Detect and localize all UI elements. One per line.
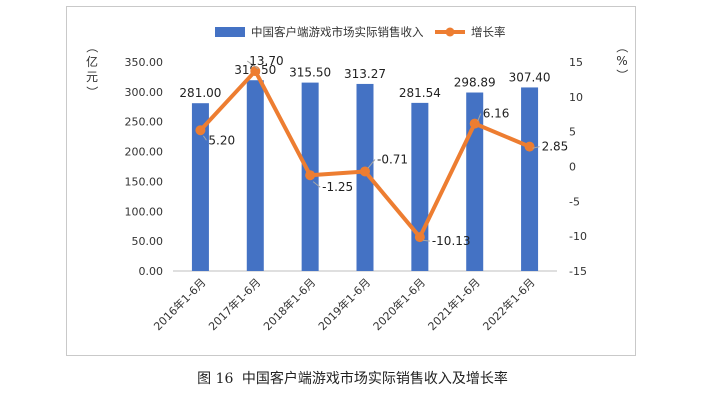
bar xyxy=(191,103,209,272)
left-axis-label-char: ） xyxy=(85,86,99,98)
left-tick-label: 250.00 xyxy=(125,116,164,129)
growth-value-label: -10.13 xyxy=(432,234,471,248)
x-tick-label: 2021年1-6月 xyxy=(425,275,483,333)
growth-marker xyxy=(414,232,425,243)
x-tick-label: 2017年1-6月 xyxy=(205,275,263,333)
chart-frame: 0.00 50.00 100.00 150.00 200.00 250.00 300.00 3… xyxy=(66,6,636,356)
growth-leader-line xyxy=(477,113,482,122)
x-tick-label: 2019年1-6月 xyxy=(315,275,373,333)
right-axis-label-char: % xyxy=(616,54,627,68)
left-axis-label-char: 元 xyxy=(86,70,98,84)
right-axis-label-char: ） xyxy=(615,69,629,81)
growth-value-label: 2.85 xyxy=(542,140,569,154)
growth-value-label: -1.25 xyxy=(322,180,353,194)
growth-leader-line xyxy=(422,239,430,242)
growth-leader-line xyxy=(247,60,259,70)
left-tick-label: 300.00 xyxy=(125,86,164,99)
right-axis-label-char: （ xyxy=(615,41,629,53)
growth-leader-line xyxy=(203,135,207,141)
legend-line-marker xyxy=(445,27,455,37)
x-tick-label: 2022年1-6月 xyxy=(480,275,538,333)
bar xyxy=(411,102,429,271)
growth-value-label: 6.16 xyxy=(483,107,510,121)
growth-value-label: 13.70 xyxy=(249,54,283,68)
growth-marker xyxy=(195,125,206,136)
right-tick-label: 0 xyxy=(569,161,576,174)
left-tick-label: 150.00 xyxy=(125,175,164,188)
bar xyxy=(246,80,264,271)
x-tick-label: 2016年1-6月 xyxy=(151,275,209,333)
legend-bar-label: 中国客户端游戏市场实际销售收入 xyxy=(251,25,424,39)
caption-number: 图 16 xyxy=(197,371,234,387)
bar-value-label: 298.89 xyxy=(454,76,496,90)
growth-marker xyxy=(469,118,480,129)
bar-value-label: 307.40 xyxy=(509,70,551,84)
left-tick-label: 100.00 xyxy=(125,205,164,218)
caption-title: 中国客户端游戏市场实际销售收入及增长率 xyxy=(241,371,508,387)
left-tick-label: 200.00 xyxy=(125,146,164,159)
left-axis-label-char: （ xyxy=(85,41,99,53)
growth-marker xyxy=(305,170,316,181)
figure-caption: 图 16 中国客户端游戏市场实际销售收入及增长率 xyxy=(0,368,705,388)
growth-marker xyxy=(524,141,535,152)
x-tick-label: 2018年1-6月 xyxy=(260,275,318,333)
bar-value-label: 313.27 xyxy=(344,67,386,81)
bar xyxy=(356,83,374,271)
right-tick-label: 5 xyxy=(569,126,576,139)
growth-leader-line xyxy=(312,181,321,188)
right-tick-label: 15 xyxy=(569,56,583,69)
left-tick-label: 350.00 xyxy=(125,56,164,69)
bar-value-label: 281.00 xyxy=(179,86,221,100)
growth-marker xyxy=(360,166,370,177)
x-tick-label: 2020年1-6月 xyxy=(370,275,428,333)
left-tick-label: 50.00 xyxy=(132,235,164,248)
legend-line-label: 增长率 xyxy=(471,25,506,39)
combo-chart: 0.00 50.00 100.00 150.00 200.00 250.00 300.00 3… xyxy=(85,25,629,333)
bar-value-label: 281.54 xyxy=(399,86,441,100)
legend-bar-swatch xyxy=(215,27,245,37)
left-axis-label-char: 亿 xyxy=(86,54,98,69)
right-tick-label: -10 xyxy=(569,230,587,243)
left-tick-label: 0.00 xyxy=(139,265,164,278)
bar xyxy=(521,87,539,271)
right-tick-label: 10 xyxy=(569,91,583,104)
bar-value-label: 315.50 xyxy=(289,66,331,80)
growth-value-label: -0.71 xyxy=(377,152,408,166)
growth-value-label: 5.20 xyxy=(208,133,235,147)
bar xyxy=(466,92,484,271)
growth-leader-line xyxy=(367,159,376,169)
growth-leader-line xyxy=(532,146,540,149)
right-tick-label: -5 xyxy=(569,195,580,208)
right-tick-label: -15 xyxy=(569,265,587,278)
